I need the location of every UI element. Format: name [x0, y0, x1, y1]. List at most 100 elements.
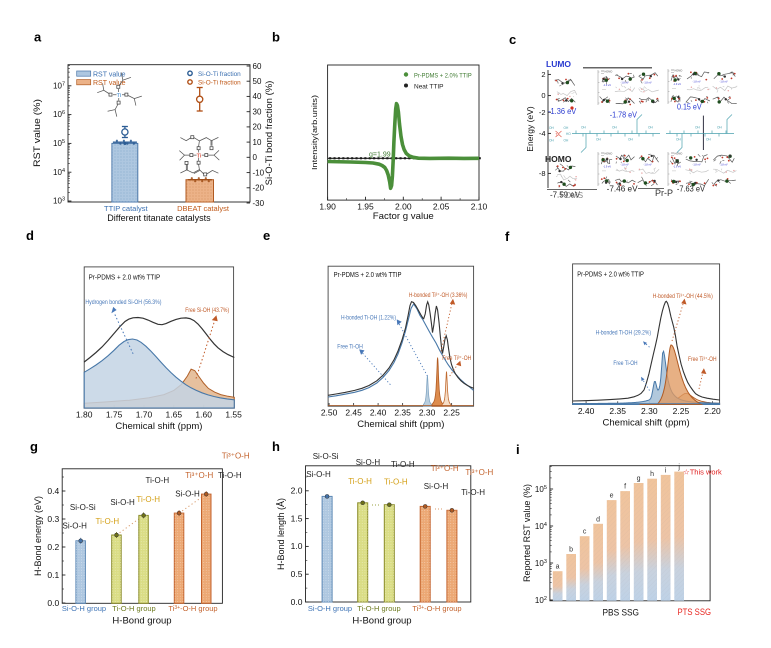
- svg-text:H-Bond group: H-Bond group: [112, 616, 171, 627]
- svg-text:RST value: RST value: [93, 72, 126, 79]
- svg-text:Neat TTIP: Neat TTIP: [414, 83, 444, 90]
- svg-text:Ti³⁺O-H: Ti³⁺O-H: [222, 451, 250, 460]
- svg-text:Si-O-Ti fraction: Si-O-Ti fraction: [198, 71, 241, 78]
- svg-text:2: 2: [541, 70, 545, 79]
- svg-text:Si-O-H: Si-O-H: [63, 521, 88, 530]
- svg-text:HOMO: HOMO: [605, 153, 613, 156]
- svg-text:2.45: 2.45: [345, 408, 362, 418]
- svg-text:-1.8 eV: -1.8 eV: [644, 163, 652, 166]
- svg-text:g: g: [30, 439, 38, 454]
- svg-text:HO: HO: [566, 132, 571, 136]
- svg-text:RST value: RST value: [93, 80, 126, 87]
- svg-text:Ti-O-H: Ti-O-H: [384, 478, 408, 487]
- svg-text:1.75: 1.75: [106, 410, 123, 420]
- svg-text:HOMO: HOMO: [675, 70, 683, 73]
- svg-text:2.30: 2.30: [641, 406, 658, 416]
- svg-text:Si-O-H: Si-O-H: [110, 498, 135, 507]
- svg-text:h: h: [272, 439, 280, 454]
- svg-text:1.90: 1.90: [319, 202, 336, 212]
- svg-text:2.25: 2.25: [443, 408, 460, 418]
- svg-text:Ti3+-O-H group: Ti3+-O-H group: [412, 604, 461, 613]
- svg-text:0: 0: [253, 153, 258, 162]
- svg-text:2.40: 2.40: [370, 408, 387, 418]
- svg-text:Free Si-OH (43.7%): Free Si-OH (43.7%): [185, 308, 229, 314]
- svg-text:f: f: [505, 229, 510, 244]
- svg-text:103: 103: [53, 197, 65, 206]
- svg-text:2.20: 2.20: [704, 406, 721, 416]
- svg-text:j: j: [677, 464, 680, 471]
- svg-text:d: d: [26, 228, 34, 243]
- svg-text:c: c: [509, 32, 516, 47]
- svg-text:RST value (%): RST value (%): [32, 99, 43, 167]
- svg-text:i: i: [516, 442, 520, 457]
- svg-text:60: 60: [253, 62, 262, 71]
- svg-text:OH: OH: [612, 126, 617, 130]
- svg-text:Pr-PDMS + 2.0 wt% TTIP: Pr-PDMS + 2.0 wt% TTIP: [89, 274, 161, 281]
- svg-text:Si-O-H: Si-O-H: [306, 470, 331, 479]
- svg-text:g: g: [637, 476, 641, 483]
- svg-text:Ti: Ti: [117, 93, 122, 99]
- svg-text:-7.63 eV: -7.63 eV: [677, 185, 706, 194]
- svg-text:2.0: 2.0: [291, 486, 303, 496]
- svg-text:H-Bond length (Å): H-Bond length (Å): [276, 498, 286, 570]
- svg-text:Ti-O-H: Ti-O-H: [391, 460, 415, 469]
- svg-text:LUMO: LUMO: [546, 59, 571, 69]
- svg-text:Pr-P: Pr-P: [655, 188, 673, 198]
- svg-text:TTIP catalyst: TTIP catalyst: [104, 204, 149, 213]
- svg-text:Intensity(arb.units): Intensity(arb.units): [310, 94, 319, 170]
- svg-text:Ti-O-H: Ti-O-H: [461, 488, 485, 497]
- svg-text:Pr-PDMS + 2.0 wt% TTIP: Pr-PDMS + 2.0 wt% TTIP: [577, 271, 644, 278]
- svg-text:1.55: 1.55: [225, 410, 242, 420]
- svg-text:Ti: Ti: [197, 153, 202, 159]
- svg-text:Ti³⁺O-H: Ti³⁺O-H: [465, 468, 493, 477]
- svg-text:1.5: 1.5: [291, 513, 303, 523]
- svg-text:OH: OH: [706, 138, 711, 142]
- svg-text:2.10: 2.10: [471, 202, 488, 212]
- svg-text:1.60: 1.60: [195, 410, 212, 420]
- svg-text:Chemical shift (ppm): Chemical shift (ppm): [603, 418, 690, 429]
- svg-text:-7.59 eV: -7.59 eV: [550, 191, 581, 200]
- svg-text:-1.8 eV: -1.8 eV: [720, 163, 728, 166]
- svg-text:-20: -20: [253, 184, 265, 193]
- svg-text:105: 105: [53, 139, 65, 148]
- svg-text:102: 102: [535, 596, 547, 605]
- svg-text:2.35: 2.35: [609, 406, 626, 416]
- svg-text:OH: OH: [549, 126, 554, 130]
- svg-text:-1.9 eV: -1.9 eV: [673, 166, 681, 169]
- svg-text:20: 20: [253, 123, 262, 132]
- svg-text:Ti-O-H: Ti-O-H: [348, 477, 372, 486]
- svg-text:Ti3+-O-H group: Ti3+-O-H group: [168, 604, 217, 613]
- svg-text:-4: -4: [539, 129, 546, 138]
- svg-text:Pr-PDMS + 2.0% TTIP: Pr-PDMS + 2.0% TTIP: [414, 72, 472, 79]
- svg-text:H-bonded Ti³⁺-OH (44.5%): H-bonded Ti³⁺-OH (44.5%): [653, 293, 713, 300]
- svg-text:0.0: 0.0: [47, 598, 59, 608]
- svg-text:Ti-O-H group: Ti-O-H group: [112, 604, 155, 613]
- svg-text:H-Bond energy (eV): H-Bond energy (eV): [33, 496, 43, 576]
- svg-text:Si-O-H: Si-O-H: [424, 482, 449, 491]
- svg-text:-1.8 eV: -1.8 eV: [693, 163, 701, 166]
- svg-text:104: 104: [535, 522, 547, 531]
- svg-text:-1.8 eV: -1.8 eV: [693, 81, 701, 84]
- svg-text:☆This work: ☆This work: [683, 468, 722, 477]
- svg-text:0.2: 0.2: [47, 542, 59, 552]
- svg-text:103: 103: [535, 559, 547, 568]
- svg-text:Reported RST value (%): Reported RST value (%): [522, 484, 532, 582]
- svg-text:OH: OH: [717, 126, 722, 130]
- svg-text:OH: OH: [549, 139, 554, 143]
- svg-text:2.40: 2.40: [578, 406, 595, 416]
- svg-text:Hydrogen bonded Si-OH (56.3%): Hydrogen bonded Si-OH (56.3%): [85, 300, 161, 306]
- svg-text:Si-O-H group: Si-O-H group: [62, 604, 106, 613]
- svg-text:30: 30: [253, 108, 262, 117]
- svg-text:e: e: [263, 228, 270, 243]
- svg-text:0.0: 0.0: [291, 597, 303, 607]
- svg-text:105: 105: [535, 485, 547, 494]
- svg-text:Si-O-Si: Si-O-Si: [313, 452, 339, 461]
- svg-text:-1.36 eV: -1.36 eV: [548, 107, 577, 116]
- svg-text:H-bonded Ti³⁺-OH (3.36%): H-bonded Ti³⁺-OH (3.36%): [409, 292, 468, 299]
- svg-text:106: 106: [53, 110, 65, 119]
- svg-text:0.3: 0.3: [47, 514, 59, 524]
- svg-text:b: b: [569, 547, 573, 554]
- svg-text:-2: -2: [539, 108, 546, 117]
- svg-text:-1.8 eV: -1.8 eV: [621, 82, 629, 85]
- svg-text:a: a: [556, 564, 560, 571]
